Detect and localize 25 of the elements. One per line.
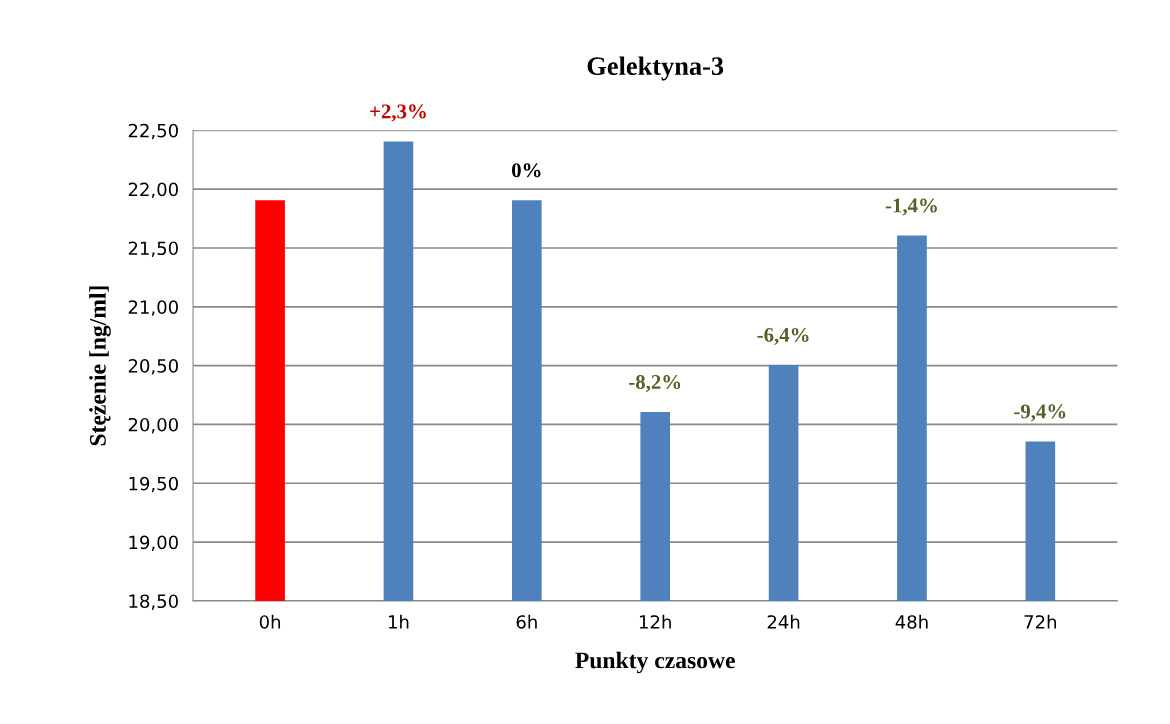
y-tick-label: 22,50 bbox=[128, 123, 178, 140]
y-tick-label: 20,00 bbox=[128, 417, 178, 434]
annotation: -1,4% bbox=[885, 198, 937, 216]
x-tick-label: 0h bbox=[259, 614, 281, 629]
y-tick-label: 18,50 bbox=[129, 594, 178, 610]
y-tick-label: 19,50 bbox=[129, 476, 178, 493]
x-tick-label: 48h bbox=[895, 614, 928, 629]
y-tick-label: 21,00 bbox=[128, 300, 178, 316]
x-tick-label: 6h bbox=[516, 614, 537, 629]
annotation: -6,4% bbox=[757, 327, 809, 345]
annotation: +2,3% bbox=[370, 104, 426, 122]
y-axis-title: Stężenie [ng/ml] bbox=[89, 286, 111, 446]
x-tick-label: 72h bbox=[1024, 614, 1056, 629]
y-tick-label: 21,50 bbox=[128, 241, 178, 257]
x-tick-label: 24h bbox=[767, 614, 800, 629]
annotation: -9,4% bbox=[1014, 404, 1066, 422]
x-tick-label: 12h bbox=[639, 614, 671, 629]
chart-title: Gelektyna-3 bbox=[587, 56, 724, 81]
y-tick-label: 20,50 bbox=[128, 359, 178, 375]
x-axis-title: Punkty czasowe bbox=[575, 651, 735, 674]
y-tick-label: 19,00 bbox=[129, 535, 178, 552]
annotation: -8,2% bbox=[629, 374, 681, 393]
y-tick-label: 22,00 bbox=[128, 182, 178, 199]
x-tick-label: 1h bbox=[388, 614, 409, 629]
annotation: 0% bbox=[511, 163, 541, 178]
